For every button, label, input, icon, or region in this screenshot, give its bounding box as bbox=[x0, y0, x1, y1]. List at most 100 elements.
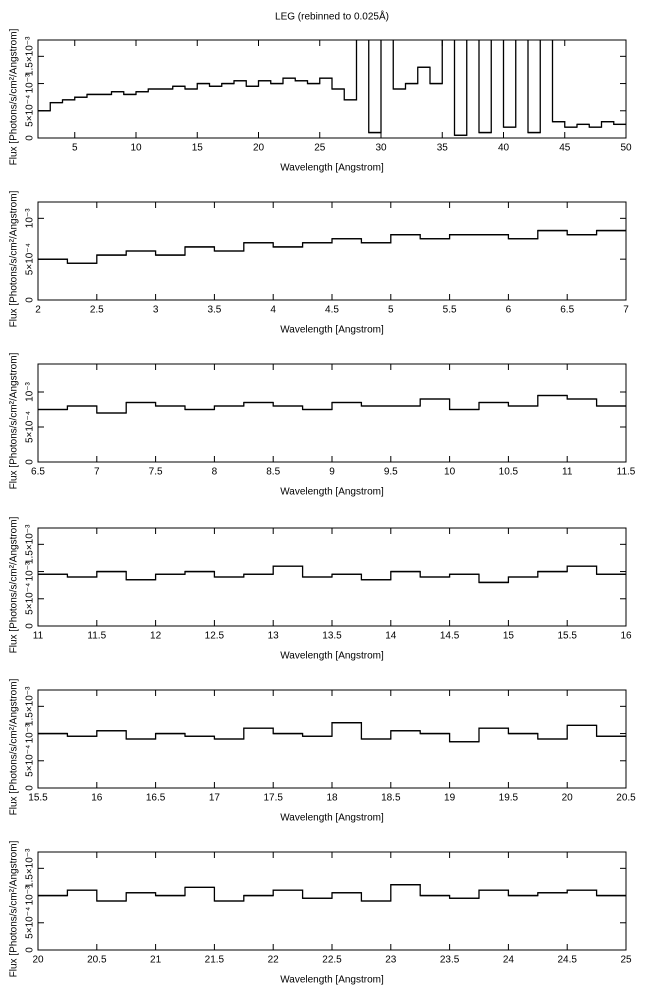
x-tick-label: 13 bbox=[268, 631, 280, 642]
x-tick-label: 4.5 bbox=[325, 305, 339, 316]
y-tick-label: 0 bbox=[25, 135, 36, 141]
y-tick-label: 10⁻³ bbox=[25, 208, 36, 228]
y-tick-label: 10⁻³ bbox=[25, 885, 36, 905]
x-tick-label: 7.5 bbox=[149, 467, 163, 478]
y-axis-label: Flux [Photons/s/cm²/Angstrom] bbox=[9, 678, 20, 815]
y-tick-label: 0 bbox=[25, 297, 36, 303]
x-tick-label: 11.5 bbox=[617, 467, 636, 478]
x-tick-label: 14 bbox=[385, 631, 397, 642]
y-axis-label: Flux [Photons/s/cm²/Angstrom] bbox=[9, 516, 20, 653]
step-outline bbox=[38, 229, 626, 264]
x-tick-label: 15.5 bbox=[28, 793, 48, 804]
x-axis-label: Wavelength [Angstrom] bbox=[280, 325, 384, 336]
x-tick-label: 2.5 bbox=[90, 305, 104, 316]
x-tick-label: 16 bbox=[91, 793, 103, 804]
y-tick-label: 5×10⁻⁴ bbox=[25, 95, 36, 127]
x-axis-label: Wavelength [Angstrom] bbox=[280, 651, 384, 662]
x-tick-label: 23 bbox=[385, 955, 397, 966]
x-tick-label: 17 bbox=[209, 793, 221, 804]
x-tick-label: 20 bbox=[253, 143, 265, 154]
y-tick-label: 1.5×10⁻³ bbox=[25, 848, 36, 888]
y-tick-label: 10⁻³ bbox=[25, 73, 36, 93]
x-tick-label: 35 bbox=[437, 143, 449, 154]
plot-area bbox=[38, 394, 626, 414]
y-tick-label: 5×10⁻⁴ bbox=[25, 243, 36, 275]
y-axis-label: Flux [Photons/s/cm²/Angstrom] bbox=[9, 28, 20, 165]
x-tick-label: 11 bbox=[33, 631, 44, 642]
x-tick-label: 25 bbox=[620, 955, 632, 966]
x-tick-label: 19 bbox=[444, 793, 456, 804]
y-tick-label: 10⁻³ bbox=[25, 561, 36, 581]
x-axis-label: Wavelength [Angstrom] bbox=[280, 813, 384, 824]
x-tick-label: 11.5 bbox=[87, 631, 106, 642]
x-axis-label: Wavelength [Angstrom] bbox=[280, 487, 384, 498]
x-tick-label: 16.5 bbox=[146, 793, 166, 804]
step-outline bbox=[38, 394, 626, 414]
x-tick-label: 5 bbox=[72, 143, 78, 154]
x-tick-label: 16 bbox=[620, 631, 632, 642]
x-tick-label: 19.5 bbox=[499, 793, 519, 804]
x-axis-label: Wavelength [Angstrom] bbox=[280, 975, 384, 986]
x-tick-label: 9.5 bbox=[384, 467, 398, 478]
x-tick-label: 20 bbox=[32, 955, 44, 966]
y-axis-label: Flux [Photons/s/cm²/Angstrom] bbox=[9, 840, 20, 977]
plot-area bbox=[38, 884, 626, 902]
axes-frame bbox=[37, 39, 627, 139]
y-tick-label: 0 bbox=[25, 947, 36, 953]
y-tick-label: 10⁻³ bbox=[25, 381, 36, 401]
x-tick-label: 9 bbox=[329, 467, 335, 478]
plot-area bbox=[38, 722, 626, 743]
x-tick-label: 40 bbox=[498, 143, 510, 154]
x-tick-label: 23.5 bbox=[440, 955, 460, 966]
x-tick-label: 24.5 bbox=[557, 955, 577, 966]
plot-area bbox=[38, 40, 626, 136]
y-tick-label: 0 bbox=[25, 459, 36, 465]
x-tick-label: 21 bbox=[150, 955, 162, 966]
y-tick-label: 0 bbox=[25, 623, 36, 629]
x-tick-label: 12 bbox=[150, 631, 162, 642]
x-tick-label: 20.5 bbox=[87, 955, 107, 966]
x-tick-label: 6 bbox=[506, 305, 512, 316]
x-tick-label: 12.5 bbox=[205, 631, 225, 642]
x-tick-label: 30 bbox=[375, 143, 387, 154]
x-tick-label: 5.5 bbox=[443, 305, 457, 316]
x-tick-label: 10 bbox=[444, 467, 456, 478]
x-tick-label: 24 bbox=[503, 955, 515, 966]
x-tick-label: 2 bbox=[35, 305, 41, 316]
x-tick-label: 11 bbox=[562, 467, 573, 478]
y-tick-label: 5×10⁻⁴ bbox=[25, 907, 36, 939]
y-tick-label: 1.5×10⁻³ bbox=[25, 524, 36, 564]
y-tick-label: 10⁻³ bbox=[25, 723, 36, 743]
x-tick-label: 20.5 bbox=[616, 793, 636, 804]
y-tick-label: 1.5×10⁻³ bbox=[25, 686, 36, 726]
x-tick-label: 7 bbox=[94, 467, 100, 478]
x-tick-label: 14.5 bbox=[440, 631, 460, 642]
x-tick-label: 22.5 bbox=[322, 955, 342, 966]
x-tick-label: 45 bbox=[559, 143, 571, 154]
x-tick-label: 25 bbox=[314, 143, 326, 154]
y-tick-label: 1.5×10⁻³ bbox=[25, 36, 36, 76]
x-tick-label: 4 bbox=[270, 305, 276, 316]
x-tick-label: 5 bbox=[388, 305, 394, 316]
y-tick-label: 0 bbox=[25, 785, 36, 791]
x-tick-label: 10 bbox=[130, 143, 142, 154]
y-tick-label: 5×10⁻⁴ bbox=[25, 411, 36, 443]
x-tick-label: 8 bbox=[212, 467, 218, 478]
x-axis-label: Wavelength [Angstrom] bbox=[280, 163, 384, 174]
x-tick-label: 22 bbox=[268, 955, 280, 966]
plot-area bbox=[38, 565, 626, 584]
x-tick-label: 17.5 bbox=[263, 793, 283, 804]
x-tick-label: 6.5 bbox=[31, 467, 45, 478]
x-tick-label: 13.5 bbox=[322, 631, 342, 642]
plot-area bbox=[38, 229, 626, 264]
step-outline bbox=[38, 40, 626, 136]
chart-title: LEG (rebinned to 0.025Å) bbox=[275, 10, 389, 23]
x-tick-label: 20 bbox=[562, 793, 574, 804]
x-tick-label: 50 bbox=[620, 143, 632, 154]
x-tick-label: 3.5 bbox=[207, 305, 221, 316]
y-tick-label: 5×10⁻⁴ bbox=[25, 583, 36, 615]
x-tick-label: 18 bbox=[326, 793, 338, 804]
x-tick-label: 15.5 bbox=[557, 631, 577, 642]
x-tick-label: 15 bbox=[503, 631, 515, 642]
